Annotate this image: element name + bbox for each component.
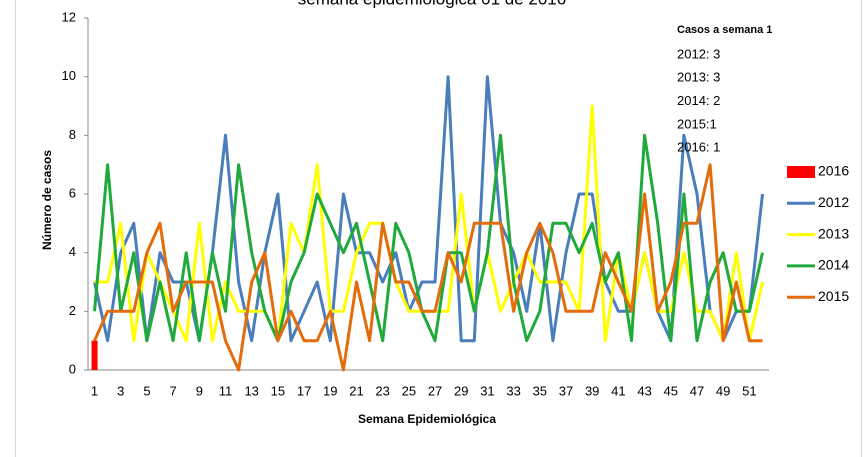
x-tick-label: 1 (91, 383, 98, 398)
x-tick-label: 23 (375, 383, 389, 398)
annotation-line: 2012: 3 (677, 46, 720, 61)
legend-label: 2015 (818, 288, 849, 304)
legend-label: 2016 (818, 163, 849, 179)
chart-border (15, 0, 862, 457)
x-tick-label: 17 (297, 383, 311, 398)
legend-label: 2013 (818, 225, 849, 241)
annotation-title: Casos a semana 1 (677, 24, 772, 36)
x-tick-label: 41 (611, 383, 625, 398)
y-tick-label: 8 (69, 127, 76, 142)
x-tick-label: 39 (585, 383, 599, 398)
x-tick-label: 47 (690, 383, 704, 398)
y-tick-label: 6 (69, 185, 76, 200)
x-tick-label: 15 (271, 383, 285, 398)
line-series (93, 163, 763, 372)
y-tick-label: 0 (69, 361, 76, 376)
y-tick-label: 2 (69, 303, 76, 318)
x-tick-label: 25 (402, 383, 416, 398)
y-tick-label: 12 (62, 9, 76, 24)
x-tick-label: 31 (480, 383, 494, 398)
x-tick-label: 45 (664, 383, 678, 398)
bar (91, 340, 98, 370)
x-tick-label: 27 (428, 383, 442, 398)
annotation-line: 2016: 1 (677, 140, 720, 155)
x-tick-label: 19 (323, 383, 337, 398)
x-tick-label: 51 (742, 383, 756, 398)
annotation-line: 2014: 2 (677, 93, 720, 108)
x-tick-label: 13 (244, 383, 258, 398)
x-tick-label: 9 (196, 383, 203, 398)
legend-label: 2014 (818, 257, 849, 273)
chart-title: semana epidemiológica 01 de 2016 (298, 0, 566, 8)
x-tick-label: 3 (117, 383, 124, 398)
line-series (93, 133, 764, 343)
x-tick-label: 37 (559, 383, 573, 398)
x-tick-label: 5 (143, 383, 150, 398)
y-tick-label: 10 (62, 68, 76, 83)
x-tick-label: 35 (533, 383, 547, 398)
x-tick-label: 11 (219, 383, 233, 398)
legend-label: 2012 (818, 194, 849, 210)
x-tick-label: 29 (454, 383, 468, 398)
x-tick-label: 7 (170, 383, 177, 398)
annotation-line: 2013: 3 (677, 70, 720, 85)
x-tick-label: 49 (716, 383, 730, 398)
y-tick-label: 4 (69, 244, 76, 259)
x-tick-label: 43 (637, 383, 651, 398)
x-axis-title: Semana Epidemiológica (358, 412, 496, 426)
annotation-line: 2015:1 (677, 116, 717, 131)
y-axis-title: Número de casos (40, 150, 54, 250)
x-tick-label: 33 (506, 383, 520, 398)
legend-swatch (787, 166, 815, 178)
x-tick-label: 21 (349, 383, 363, 398)
